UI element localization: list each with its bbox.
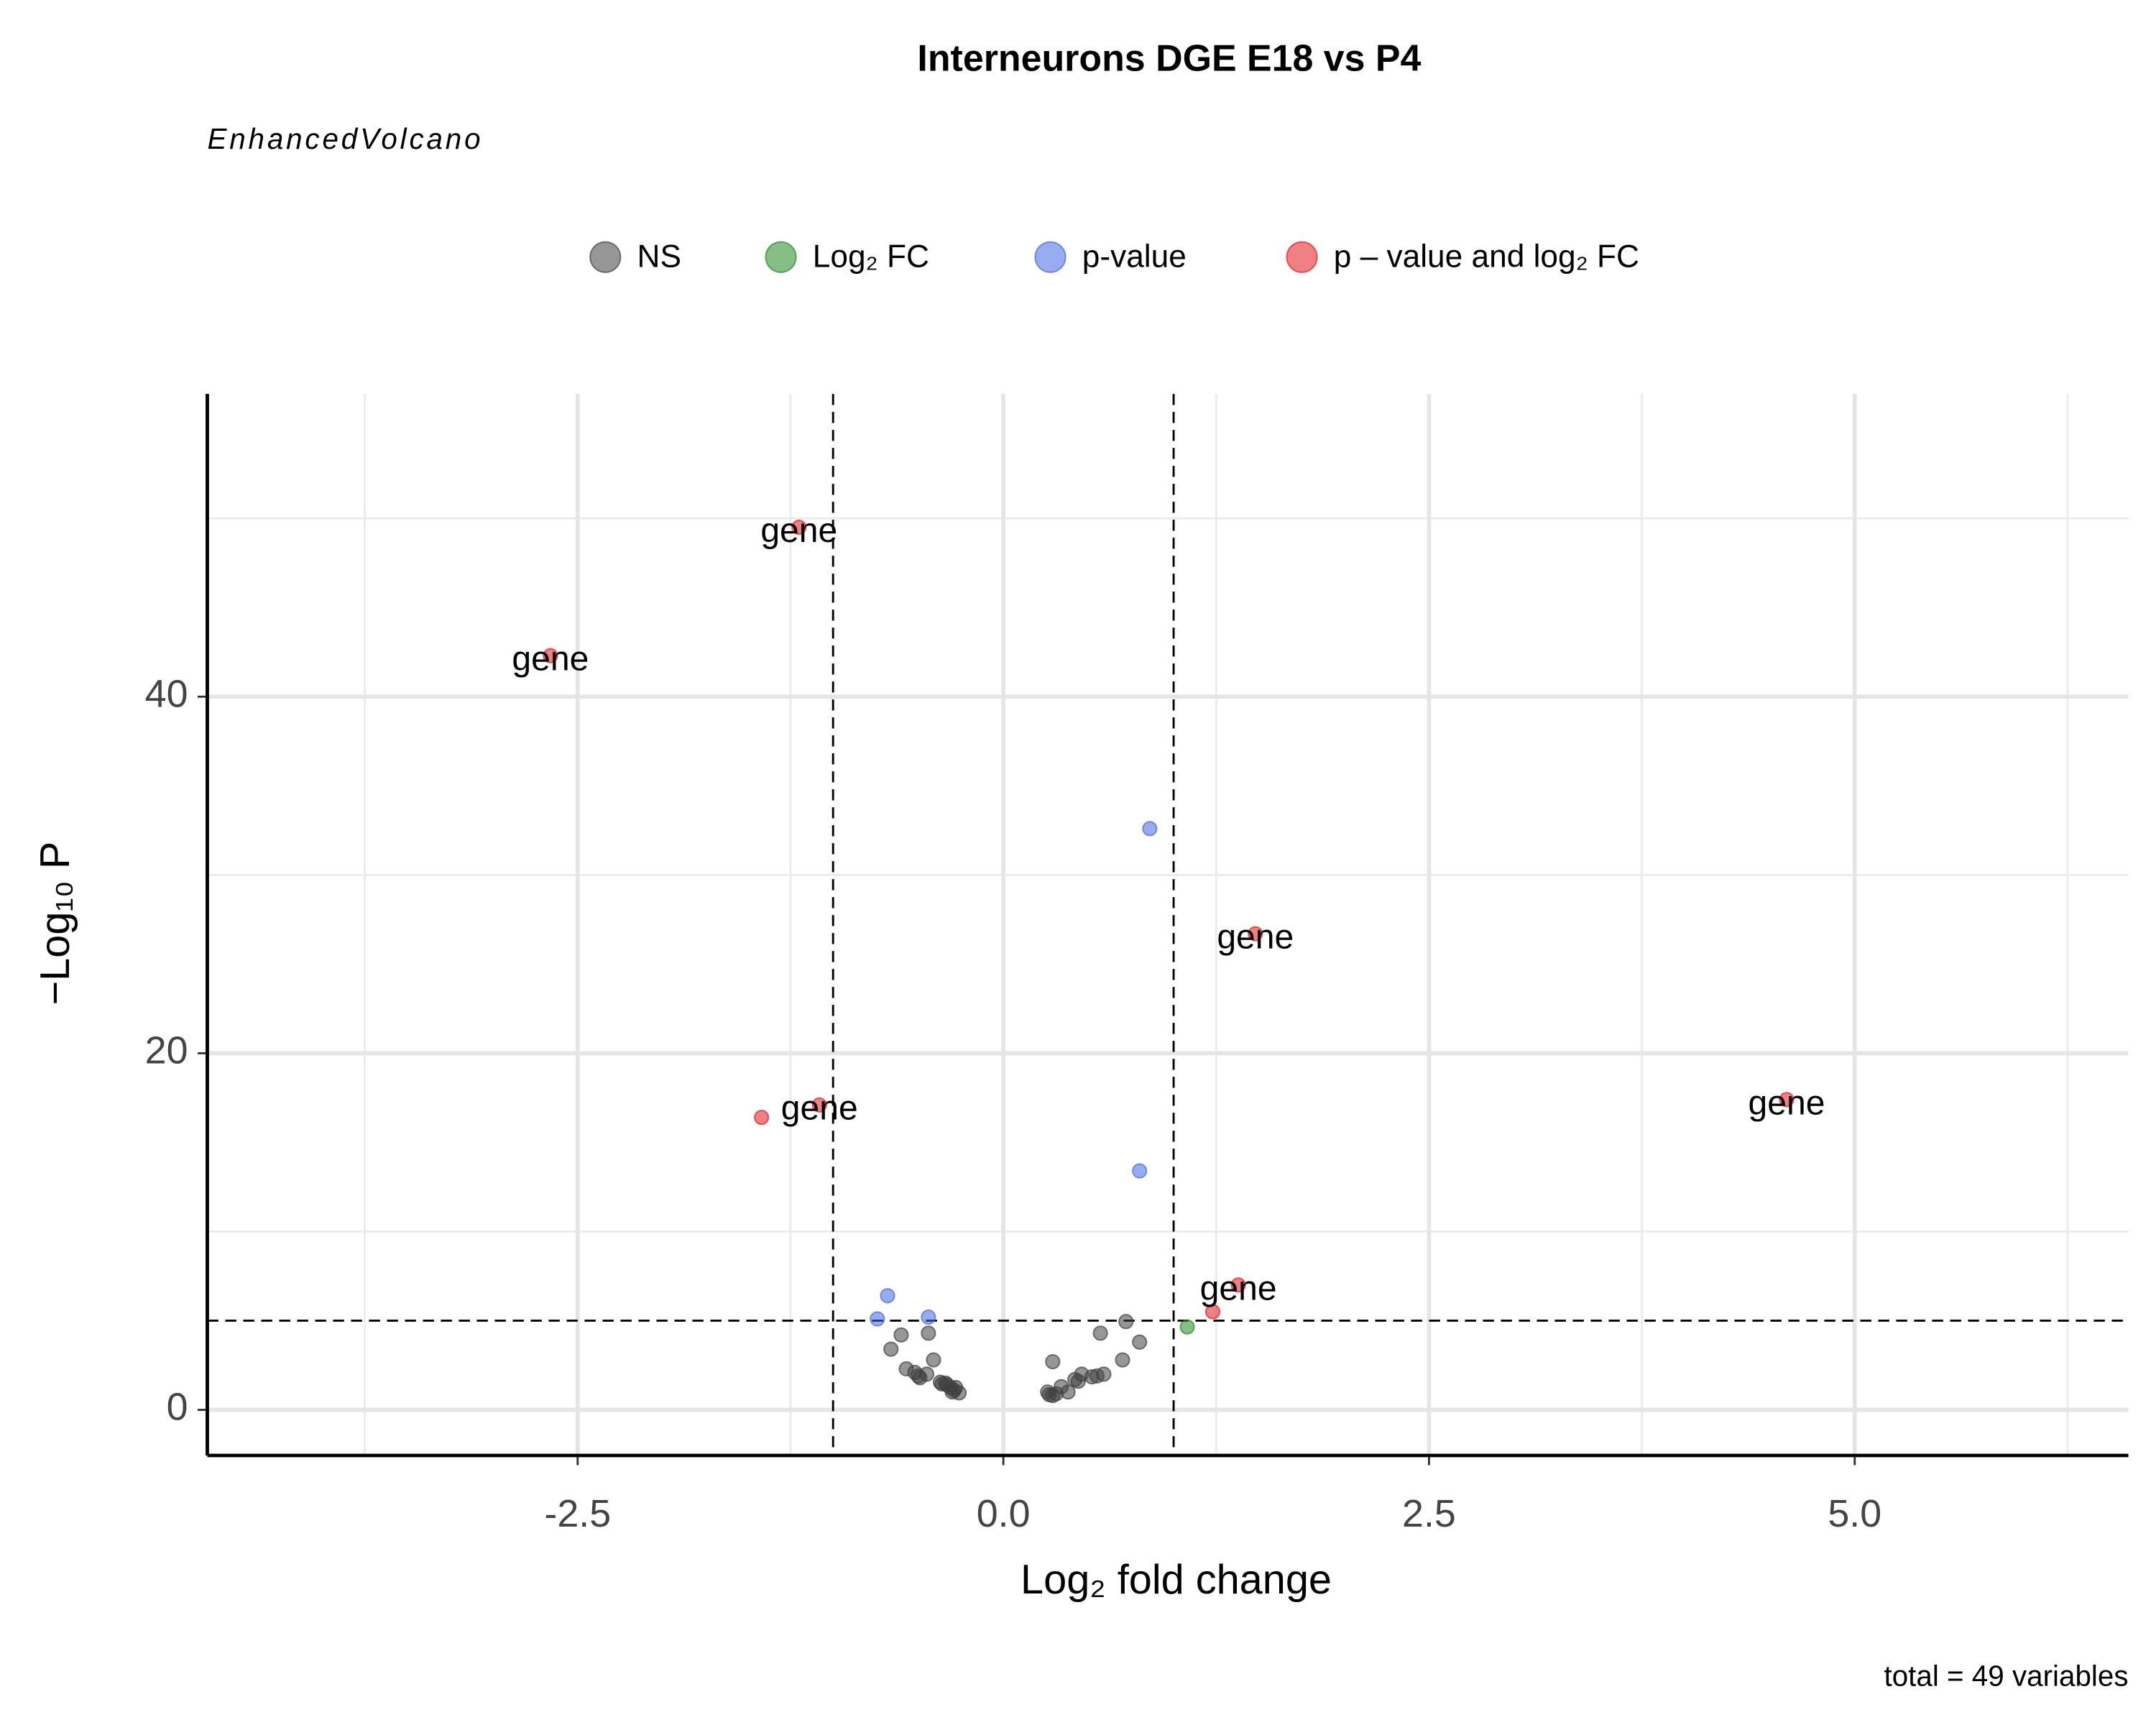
legend-swatch: [765, 241, 797, 273]
legend-label: p-value: [1082, 239, 1187, 274]
point: [1118, 1314, 1134, 1330]
point: [754, 1110, 770, 1126]
x-tick-label: -2.5: [544, 1492, 611, 1535]
point: [1132, 1334, 1148, 1350]
point: [1779, 1092, 1795, 1108]
point: [944, 1384, 960, 1400]
y-axis-label: −Log₁₀ P: [32, 842, 78, 1006]
point: [1067, 1371, 1083, 1387]
caption: total = 49 variables: [1884, 1659, 2128, 1692]
point-label: gene: [1749, 1083, 1825, 1122]
point: [926, 1352, 941, 1368]
point: [1132, 1163, 1148, 1179]
point: [893, 1327, 909, 1343]
point: [883, 1341, 899, 1357]
point: [921, 1309, 936, 1325]
point: [811, 1097, 827, 1113]
chart-title: Interneurons DGE E18 vs P4: [917, 37, 1421, 79]
point-label: gene: [1200, 1269, 1277, 1307]
y-tick-label: 40: [145, 672, 188, 715]
point: [1092, 1325, 1108, 1341]
x-tick-label: 5.0: [1828, 1492, 1881, 1535]
point-label: gene: [781, 1089, 858, 1128]
legend-swatch: [589, 241, 622, 273]
point: [1204, 1304, 1221, 1320]
legend-label: p – value and log₂ FC: [1334, 239, 1639, 274]
point: [1248, 926, 1263, 942]
legend-label: NS: [637, 239, 681, 274]
x-tick-label: 2.5: [1402, 1492, 1456, 1535]
y-tick-label: 0: [167, 1386, 188, 1429]
legend-swatch: [1286, 241, 1318, 273]
x-tick-label: 0.0: [977, 1492, 1031, 1535]
point: [870, 1311, 885, 1327]
point: [921, 1325, 936, 1341]
x-axis-label: Log₂ fold change: [1021, 1557, 1332, 1603]
legend: NS Log₂ FC p-value p – value and log₂ FC: [589, 239, 1639, 274]
point: [934, 1376, 950, 1392]
point: [907, 1364, 923, 1380]
legend-label: Log₂ FC: [813, 239, 929, 274]
y-tick-label: 20: [145, 1029, 188, 1072]
point: [543, 648, 558, 663]
point: [1045, 1353, 1061, 1370]
point: [1179, 1319, 1195, 1335]
legend-swatch: [1034, 241, 1067, 273]
point: [880, 1288, 895, 1304]
point: [1041, 1386, 1057, 1402]
point: [1142, 821, 1158, 837]
chart-subtitle: EnhancedVolcano: [207, 122, 483, 155]
point-label: gene: [1217, 918, 1294, 957]
point: [1115, 1352, 1130, 1368]
point: [1089, 1368, 1105, 1384]
point: [1230, 1277, 1246, 1293]
point: [791, 520, 807, 535]
point-label: gene: [512, 640, 589, 678]
point-label: gene: [760, 511, 837, 550]
